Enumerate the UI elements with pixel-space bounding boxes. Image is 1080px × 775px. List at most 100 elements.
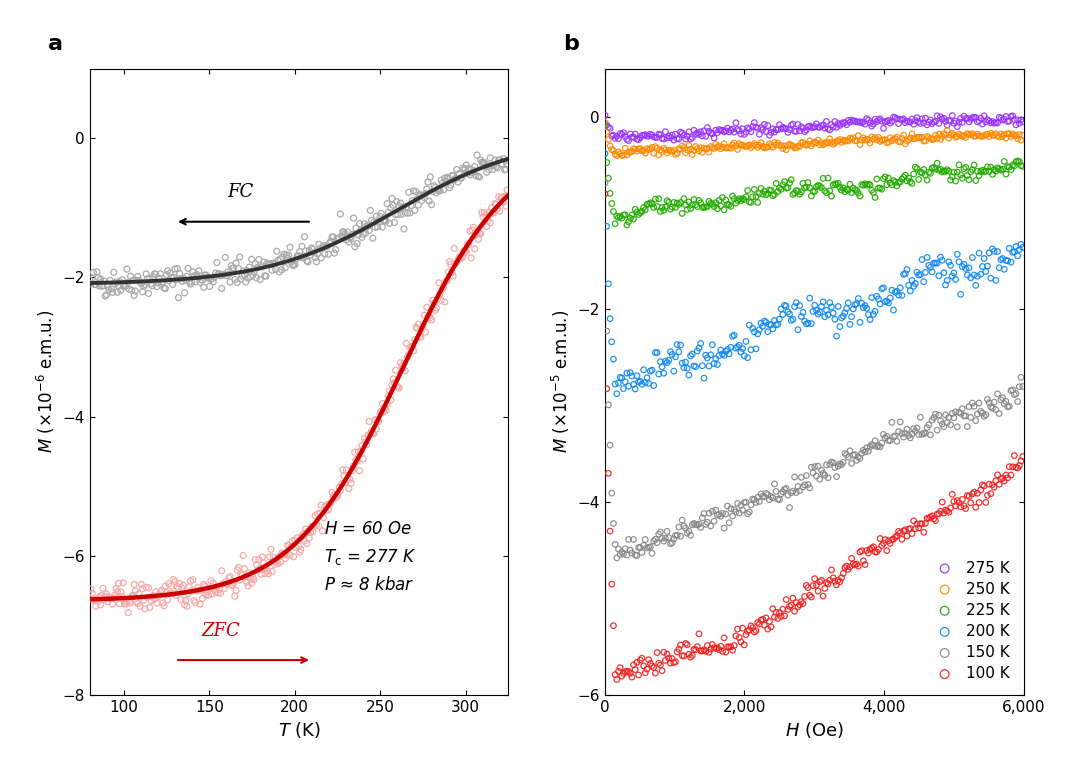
Point [222,260,240,272]
Point [210,587,227,599]
250 K [771,139,788,151]
250 K [907,133,924,145]
275 K [912,117,929,129]
225 K [801,181,819,194]
225 K [653,202,671,214]
275 K [711,123,728,136]
275 K [734,122,752,135]
250 K [799,138,816,150]
Point [480,159,497,171]
225 K [669,197,686,209]
Point [99,281,117,293]
Point [488,160,505,173]
Point [388,195,405,208]
Point [106,277,123,290]
Point [458,159,475,171]
225 K [941,165,958,177]
100 K [678,639,696,651]
275 K [720,126,738,138]
Point [315,512,333,524]
225 K [907,161,924,174]
225 K [798,181,815,193]
Point [314,525,332,537]
200 K [653,360,671,373]
250 K [659,146,676,159]
Point [333,478,350,491]
225 K [811,180,828,192]
Point [148,281,165,293]
250 K [605,144,622,157]
150 K [972,405,989,418]
225 K [719,198,737,211]
Point [409,199,427,212]
250 K [653,146,671,158]
200 K [744,322,761,335]
150 K [674,514,691,526]
Point [239,576,256,588]
225 K [823,190,840,202]
225 K [701,195,718,208]
Point [149,591,166,603]
250 K [1005,129,1023,142]
Point [384,199,402,212]
200 K [787,297,805,309]
250 K [1001,128,1018,140]
275 K [696,125,713,137]
200 K [712,344,729,357]
225 K [780,181,797,194]
200 K [617,376,634,388]
Point [195,281,213,294]
100 K [741,624,758,636]
Point [325,491,342,503]
150 K [717,508,734,520]
100 K [653,664,671,677]
275 K [630,133,647,146]
Point [244,269,261,281]
200 K [739,351,756,363]
250 K [754,140,771,153]
Point [152,586,170,598]
Point [198,269,215,281]
275 K [704,127,721,140]
100 K [738,629,755,641]
Point [120,276,137,288]
200 K [933,254,950,267]
Point [219,266,237,278]
275 K [611,127,629,140]
Point [124,589,141,601]
Point [388,380,405,392]
150 K [915,427,932,439]
Point [326,247,343,260]
100 K [854,555,872,567]
Point [103,283,120,295]
150 K [794,480,811,493]
150 K [727,506,744,518]
100 K [651,659,669,671]
100 K [645,661,662,673]
250 K [960,128,977,140]
150 K [902,432,919,444]
150 K [708,509,726,522]
250 K [1014,129,1031,141]
275 K [681,133,699,145]
150 K [930,409,947,422]
250 K [1012,134,1029,146]
150 K [905,422,922,435]
200 K [715,350,732,362]
Point [148,597,165,609]
100 K [989,469,1007,481]
Point [451,251,469,264]
Point [402,207,419,219]
225 K [981,165,998,177]
250 K [863,131,880,143]
225 K [623,209,640,222]
250 K [753,136,770,149]
200 K [669,339,686,351]
Point [183,584,200,597]
225 K [1002,164,1020,176]
225 K [598,157,616,169]
275 K [663,129,680,141]
225 K [824,179,841,191]
Point [392,356,409,369]
275 K [689,126,706,139]
